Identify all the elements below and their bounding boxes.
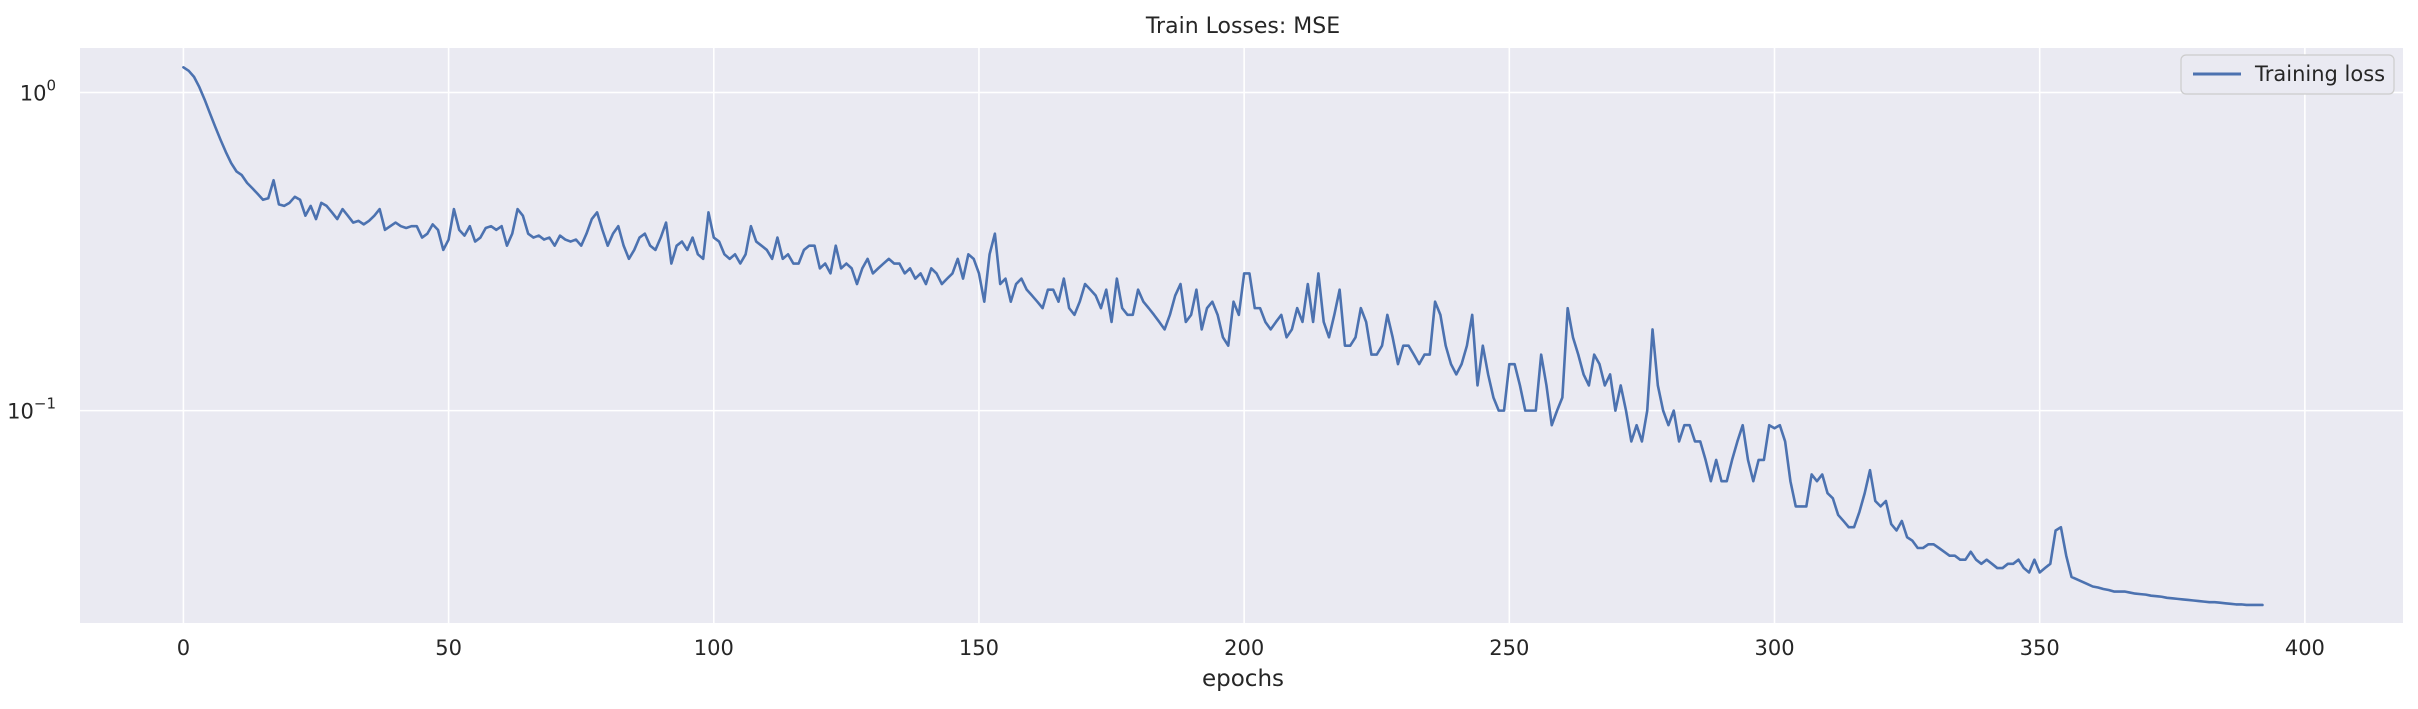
x-tick-label: 0 [177,636,190,660]
grid-lines [80,48,2403,623]
series-line-training-loss [182,66,2264,607]
y-tick-label: 100 [20,76,56,105]
x-tick-label: 150 [959,636,999,660]
y-tick-labels: 100 10−1 [7,76,56,423]
x-tick-label: 50 [435,636,462,660]
x-tick-label: 200 [1224,636,1264,660]
legend-box [2180,54,2395,95]
legend: Training loss [2180,54,2395,95]
x-tick-label: 350 [2020,636,2060,660]
series-group [182,66,2264,607]
x-axis-label: epochs [1202,666,1284,692]
plot-area [80,48,2403,623]
legend-label: Training loss [2254,62,2385,86]
x-tick-label: 400 [2285,636,2325,660]
x-tick-label: 300 [1754,636,1794,660]
y-tick-label: 10−1 [7,395,56,424]
chart-title: Train Losses: MSE [1145,14,1340,39]
x-tick-label: 100 [694,636,734,660]
x-tick-labels: 0 50 100 150 200 250 300 350 400 [177,636,2325,660]
x-tick-label: 250 [1489,636,1529,660]
